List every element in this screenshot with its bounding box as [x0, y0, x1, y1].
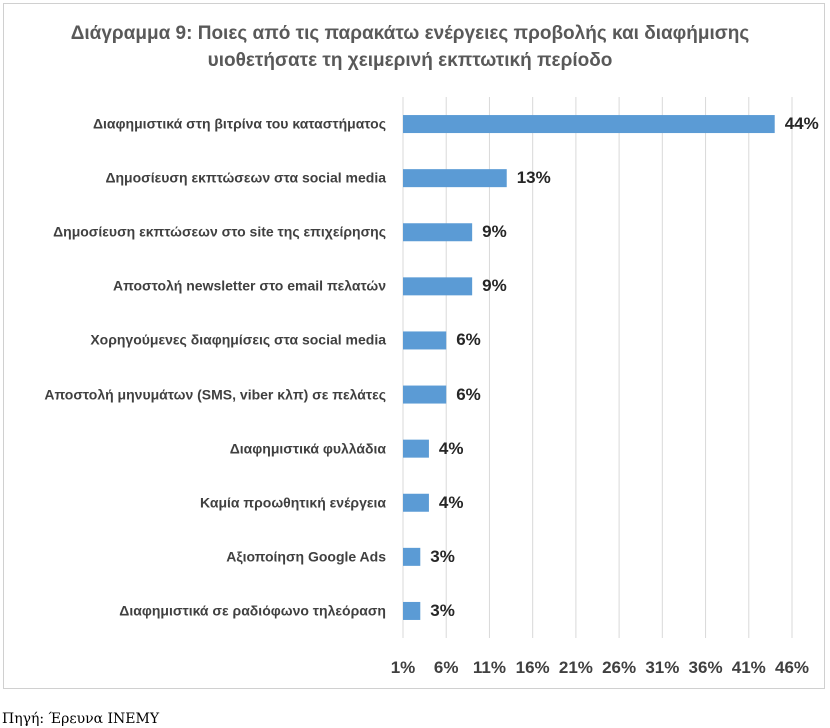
y-tick-label: Δημοσίευση εκπτώσεων στο site της επιχεί… — [53, 223, 386, 240]
data-label: 44% — [784, 114, 819, 134]
data-label: 4% — [438, 492, 464, 512]
data-label: 13% — [516, 168, 551, 188]
x-tick-label: 46% — [774, 658, 810, 677]
x-tick-label: 36% — [688, 658, 723, 677]
y-tick-label: Διαφημιστικά σε ραδιόφωνο τηλεόραση — [119, 602, 386, 619]
data-label: 4% — [438, 438, 464, 458]
y-tick-label: Αποστολή μηνυμάτων (SMS, viber κλπ) σε π… — [44, 386, 386, 403]
y-tick-label: Χορηγούμενες διαφημίσεις στα social medi… — [90, 331, 386, 348]
y-tick-label: Αποστολή newsletter στο email πελατών — [113, 277, 386, 294]
y-tick-label: Διαφημιστικά στη βιτρίνα του καταστήματο… — [92, 115, 386, 132]
x-tick-label: 6% — [433, 658, 459, 677]
source: Πηγή: Έρευνα ΙΝΕΜΥ — [2, 711, 160, 727]
data-label: 6% — [456, 384, 481, 404]
x-tick-label: 26% — [602, 658, 637, 677]
x-tick-label: 41% — [731, 658, 766, 677]
bar — [403, 223, 473, 242]
bar — [403, 115, 775, 134]
chart-title: Διάγραμμα 9: Ποιες από τις παρακάτω ενέρ… — [70, 23, 750, 71]
x-tick-label: 1% — [390, 658, 416, 677]
y-tick-label: Αξιοποίηση Google Ads — [226, 548, 386, 565]
data-label: 3% — [430, 546, 455, 566]
data-label: 3% — [430, 600, 455, 620]
bar — [403, 547, 421, 566]
x-tick-label: 16% — [515, 658, 550, 677]
bar — [403, 601, 421, 620]
x-tick-label: 31% — [645, 658, 680, 677]
y-tick-label: Καμία προωθητική ενέργεια — [200, 494, 386, 511]
chart-frame — [3, 3, 825, 689]
data-label: 9% — [482, 276, 507, 296]
data-label: 6% — [456, 330, 481, 350]
data-label: 9% — [482, 222, 507, 242]
y-tick-label: Διαφημιστικά φυλλάδια — [229, 440, 386, 457]
bar — [403, 385, 447, 404]
bar — [403, 277, 473, 296]
bar — [403, 439, 429, 458]
y-tick-label: Δημοσίευση εκπτώσεων στα social media — [105, 169, 386, 186]
bar — [403, 493, 429, 512]
x-tick-label: 21% — [558, 658, 593, 677]
bar — [403, 169, 507, 188]
x-tick-label: 11% — [472, 658, 506, 677]
bar — [403, 331, 447, 350]
